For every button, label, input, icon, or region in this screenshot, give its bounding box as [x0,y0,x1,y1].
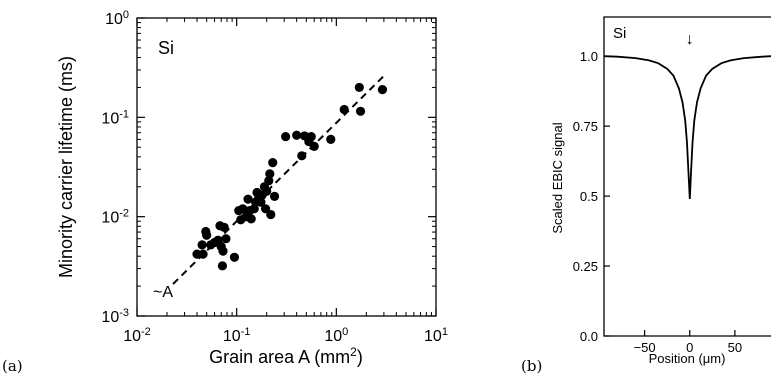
y-tick-label: 10-3 [101,307,129,326]
ebic-curve [603,55,771,199]
panel-a-ticks [136,17,437,317]
y-tick-label: 0.75 [573,119,598,134]
data-point [377,85,388,95]
data-point [268,158,278,168]
x-tick-label: 101 [424,326,448,345]
panel-b-y-axis-label: Scaled EBIC signal [550,122,565,233]
x-tick-label: 0 [686,340,693,355]
data-point [281,131,291,142]
data-point [264,176,274,186]
data-point [221,234,231,244]
x-tick-label: 10-2 [123,326,151,345]
x-axis-label: Grain area A (mm2) [209,345,363,367]
panel-a-label: (a) [2,357,23,374]
data-point [219,222,229,232]
y-tick-label: 0.0 [580,329,598,344]
fit-line [172,73,387,285]
data-point [266,209,276,220]
data-point [202,230,212,240]
data-point [243,194,253,204]
x-tick-label: 10-1 [223,326,251,345]
data-point [256,197,266,207]
data-point [309,141,319,151]
data-point [292,130,302,140]
data-point [326,134,336,144]
panel-b-label: (b) [521,357,542,374]
data-point [217,261,228,271]
data-point [306,131,316,142]
data-point [238,204,248,214]
data-point [198,249,208,259]
data-point [354,82,364,93]
down-arrow-marker: ↓ [686,31,694,48]
fit-line-label: ~A [153,284,173,301]
data-point [297,151,307,161]
data-point [265,169,275,179]
panel-b-ticks [604,55,736,337]
y-tick-label: 10-2 [101,208,129,227]
panel-b-x-axis-label: Position (μm) [649,351,726,366]
panel-b-frame [603,16,771,337]
panel-a-annotation: Si [158,38,174,58]
data-point [269,191,280,201]
x-tick-label: −50 [634,340,656,355]
data-point [262,186,272,196]
panel-b: −50 0 50 0.0 0.25 0.5 0.75 1.0 Si ↓ Position (μ… [521,16,771,374]
panel-b-annotation: Si [613,25,626,42]
data-point [355,106,366,116]
data-point [246,214,256,224]
panel-a-frame [136,17,437,317]
y-tick-label: 10-1 [101,108,129,127]
scatter-points [192,82,388,271]
y-tick-label: 0.25 [573,259,598,274]
x-tick-label: 50 [728,340,742,355]
y-axis-label: Minority carrier lifetime (ms) [56,56,76,278]
x-tick-label: 100 [324,326,348,345]
y-tick-label: 0.5 [580,189,598,204]
data-point [339,104,349,115]
data-point [229,252,240,262]
y-tick-label: 1.0 [580,49,598,64]
data-point [197,240,207,250]
y-tick-label: 100 [105,9,129,28]
data-point [218,246,228,256]
panel-b-tick-labels: −50 0 50 0.0 0.25 0.5 0.75 1.0 [573,49,742,355]
